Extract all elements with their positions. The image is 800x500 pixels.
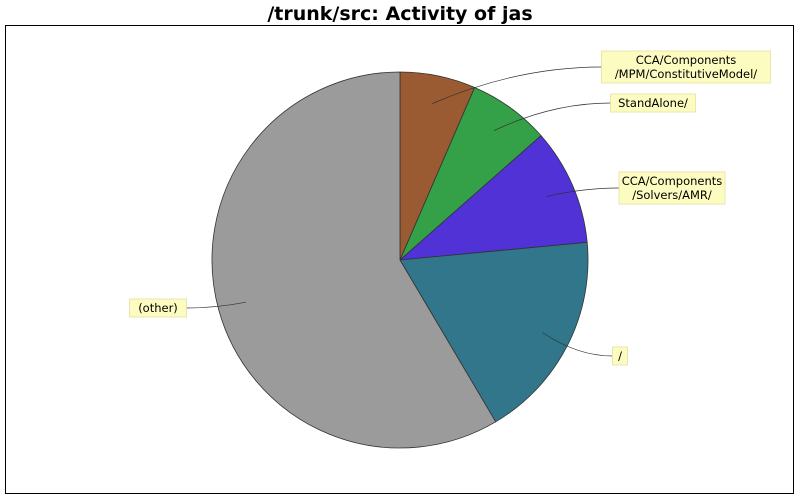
pie-slice <box>399 241 589 423</box>
pie-slice <box>398 135 588 261</box>
leader-line <box>493 102 611 132</box>
slice-label: CCA/Components/MPM/ConstitutiveModel/ <box>615 53 757 81</box>
slice-label-box <box>129 298 187 318</box>
pie-slice <box>211 71 497 449</box>
slice-label-box <box>601 50 771 84</box>
slice-label-box <box>610 93 696 113</box>
leader-line <box>186 301 246 309</box>
slice-label: (other) <box>138 301 178 315</box>
pie-slices <box>211 71 589 449</box>
slice-label: StandAlone/ <box>618 96 688 110</box>
slice-label: / <box>618 349 622 363</box>
slice-label: CCA/Components/Solvers/AMR/ <box>622 174 723 202</box>
leader-line <box>542 332 613 357</box>
leader-line <box>432 66 602 104</box>
slice-label-box <box>618 171 726 205</box>
pie-labels: CCA/Components/MPM/ConstitutiveModel/Sta… <box>129 50 771 366</box>
slice-label-box <box>612 346 628 366</box>
chart-title: /trunk/src: Activity of jas <box>267 3 533 25</box>
plot-frame <box>5 25 794 494</box>
leader-line <box>546 187 620 197</box>
